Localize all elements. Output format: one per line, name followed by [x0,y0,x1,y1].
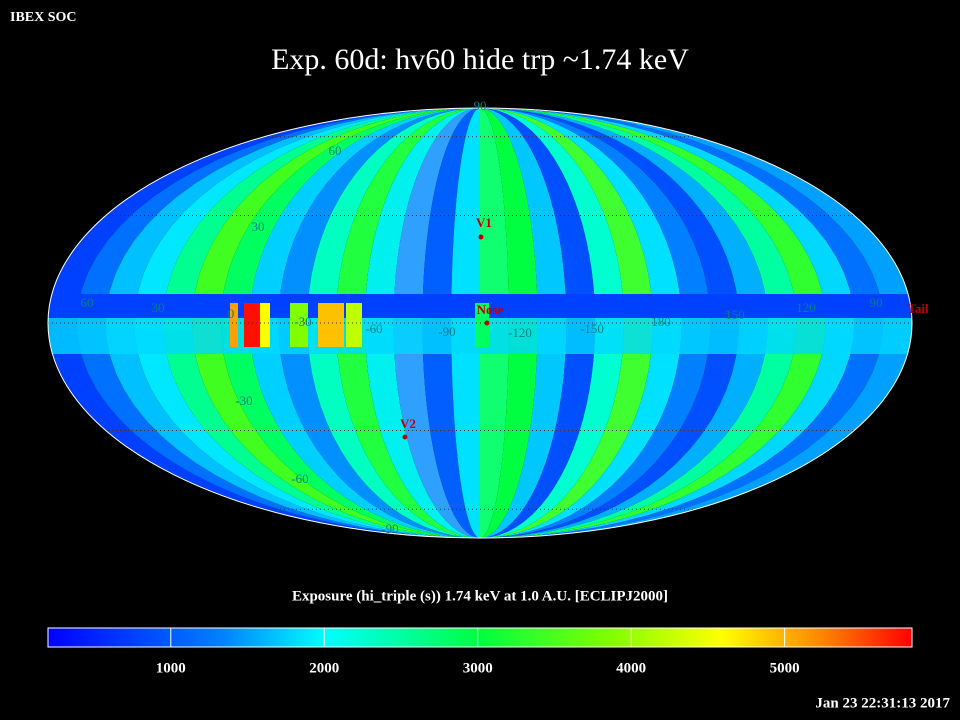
hot-cell [475,303,489,347]
colorbar-tick-label: 1000 [156,660,186,676]
longitude-label: 30 [152,300,165,315]
map-band [364,108,480,538]
map-band [480,108,653,538]
longitude-label: -150 [580,321,604,336]
hot-cell [318,303,344,347]
colorbar-label: Exposure (hi_triple (s)) 1.74 keV at 1.0… [292,588,668,604]
marker [402,434,408,440]
latitude-label: 60 [329,143,342,158]
longitude-label: -90 [438,324,455,339]
hot-cell [346,303,362,347]
longitude-label: -120 [508,325,532,340]
longitude-label: 90 [870,295,883,310]
longitude-label: -60 [365,321,382,336]
colorbar-ticks: 1000 2000 3000 4000 5000 [156,628,800,676]
map-labels: 90 60 30 -30 -60 -90 60 30 0 -30 -60 -90 -120 -150 180… [81,98,929,536]
longitude-label: 180 [651,314,671,329]
latitude-label: 30 [252,219,265,234]
marker [484,320,490,326]
marker-label: Tail [907,301,929,316]
colorbar-tick-label: 3000 [463,660,493,676]
map-band [480,108,596,538]
colorbar-tick-label: 4000 [616,660,646,676]
hot-cell [244,303,260,347]
hot-cell [260,303,270,347]
longitude-label: 150 [725,307,745,322]
marker [478,234,484,240]
timestamp: Jan 23 22:31:13 2017 [815,695,950,711]
colorbar-tick-label: 5000 [770,660,800,676]
hot-cell [230,303,238,347]
latitude-label: 90 [474,98,487,113]
map-band [480,108,682,538]
colorbar [47,627,913,648]
marker-label: Nose [477,302,504,317]
sky-map [48,108,912,538]
longitude-label: 0 [228,306,235,321]
longitude-label: 120 [796,300,816,315]
longitude-label: -30 [294,314,311,329]
latitude-label: -30 [235,393,252,408]
marker-label: V1 [476,215,492,230]
marker-label: V2 [400,416,416,431]
map-band [393,108,480,538]
latitude-label: -60 [291,471,308,486]
org: IBEX SOC [10,10,77,25]
map-band [307,108,480,538]
hot-cell [290,303,308,347]
colorbar-tick-label: 2000 [309,660,339,676]
longitude-label: 60 [81,295,94,310]
map-border [47,107,913,539]
latitude-label: -90 [381,521,398,536]
title: Exp. 60d: hv60 hide trp ~1.74 keV [271,43,689,76]
